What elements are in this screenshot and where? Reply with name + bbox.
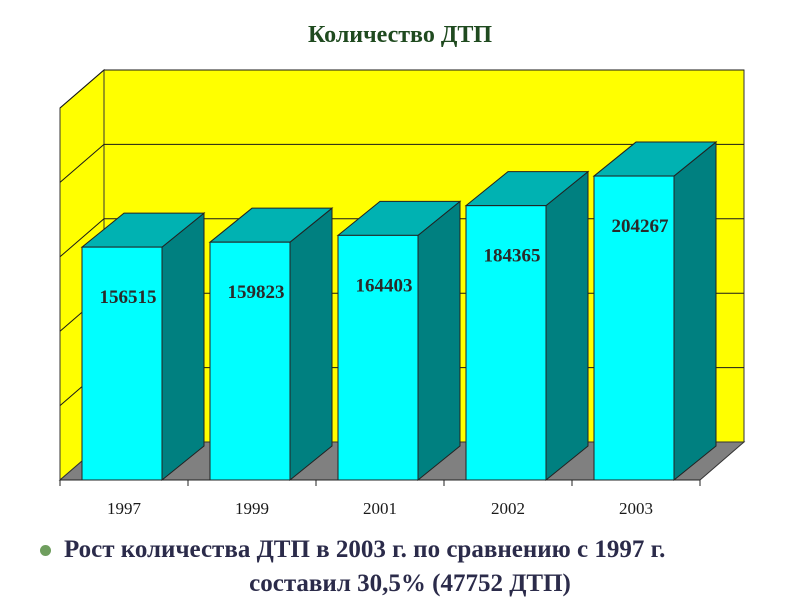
bar-side (161, 212, 205, 482)
x-tick-label: 1999 (235, 499, 269, 518)
caption-line-1: Рост количества ДТП в 2003 г. по сравнен… (64, 536, 666, 563)
caption-line-2: составил 30,5% (47752 ДТП) (249, 570, 571, 597)
gridline (59, 143, 744, 183)
bar-side (545, 170, 589, 482)
data-label: 204267 (612, 216, 670, 237)
bullet-icon (40, 545, 51, 556)
bar (337, 234, 419, 481)
data-label: 184365 (484, 246, 541, 267)
gridline (59, 69, 744, 109)
bar (593, 175, 675, 481)
x-tick-label: 1997 (107, 499, 142, 518)
x-tick-label: 2003 (619, 499, 653, 518)
bar-side (673, 141, 717, 482)
data-label: 164403 (356, 275, 413, 296)
bar-side (417, 200, 461, 482)
bar (81, 246, 163, 481)
bar-side (289, 207, 333, 482)
data-label: 159823 (228, 282, 285, 303)
x-tick-label: 2001 (363, 499, 397, 518)
x-tick-label: 2002 (491, 499, 525, 518)
data-label: 156515 (100, 287, 157, 308)
bar (209, 241, 291, 481)
chart-title: Количество ДТП (307, 22, 493, 48)
bar (465, 205, 547, 481)
